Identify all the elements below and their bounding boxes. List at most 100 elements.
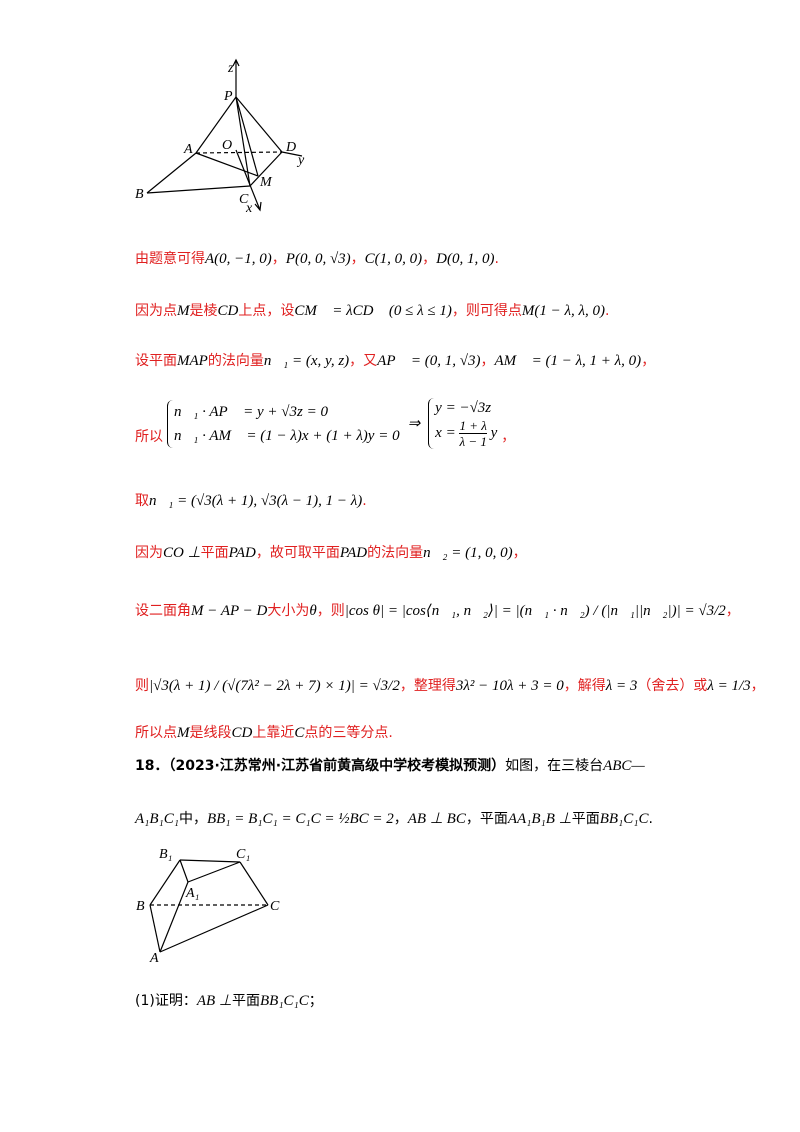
text: 是线段 — [189, 725, 232, 741]
formula: BB₁C₁C — [260, 993, 309, 1009]
text: 平面 — [232, 993, 260, 1009]
text: ，又 — [349, 353, 378, 369]
formula: CD — [217, 303, 239, 319]
figure2 — [149, 859, 269, 953]
figure-label: C₁ — [236, 847, 250, 862]
text-line: 取n⃗₁ = (√3(λ + 1), √3(λ − 1), 1 − λ). — [135, 490, 367, 510]
text: ，平面 — [465, 811, 508, 827]
text: ， — [725, 603, 740, 619]
figure-label: M — [259, 175, 273, 190]
formula: |√3(λ + 1) / (√(7λ² − 2λ + 7) × 1)| = √3… — [149, 678, 400, 694]
text: ， — [393, 811, 408, 827]
formula: λ = 1/3 — [707, 678, 751, 694]
figure1 — [146, 58, 303, 212]
text: x = — [435, 424, 456, 441]
figure-label: C — [270, 899, 280, 914]
formula: D(0, 1, 0) — [436, 251, 495, 267]
system-left: n⃗₁ · AP⃗ = y + √3z = 0 n⃗₁ · AM⃗ = (1 −… — [167, 399, 400, 448]
text: 上靠近 — [252, 725, 295, 741]
text: . — [494, 251, 499, 267]
text: AA₁B₁B ⊥ — [507, 811, 572, 827]
figure-label: B₁ — [159, 847, 172, 862]
text: . — [604, 303, 610, 319]
formula: A₁B₁C₁ — [135, 811, 179, 827]
figure-label: P — [223, 89, 233, 104]
formula: 3λ² − 10λ + 3 = 0 — [455, 678, 564, 694]
text: ABC— — [603, 758, 645, 774]
text: 的法向量 — [367, 545, 424, 561]
formula: CO ⊥ — [163, 545, 201, 561]
formula: CM⃗ = λCD⃗ (0 ≤ λ ≤ 1) — [294, 303, 452, 319]
text: 取 — [135, 493, 149, 509]
formula: C(1, 0, 0) — [364, 251, 423, 267]
equation: y = −√3z — [435, 400, 492, 416]
text-line: 则|√3(λ + 1) / (√(7λ² − 2λ + 7) × 1)| = √… — [135, 675, 765, 695]
equation: n⃗₁ · AP⃗ = y + √3z = 0 — [174, 403, 328, 420]
figure-label: x — [245, 201, 253, 216]
formula: AP⃗ = (0, 1, √3) — [377, 353, 481, 369]
equation-system: 所以 n⃗₁ · AP⃗ = y + √3z = 0 n⃗₁ · AM⃗ = (… — [135, 398, 515, 449]
figure-label: O — [222, 138, 232, 153]
text: ， — [512, 545, 527, 561]
figure-label: B — [136, 899, 145, 914]
text: ， — [750, 678, 765, 694]
text: 中， — [178, 811, 207, 827]
figure-label: B — [135, 187, 144, 202]
text: BB₁C₁C — [599, 811, 649, 827]
formula: M(1 − λ, λ, 0) — [521, 303, 605, 319]
text-line: 设平面MAP的法向量n⃗₁ = (x, y, z)，又AP⃗ = (0, 1, … — [135, 350, 655, 370]
formula: A(0, −1, 0) — [205, 251, 272, 267]
text-line: A₁B₁C₁中，BB₁ = B₁C₁ = C₁C = ½BC = 2，AB ⊥ … — [135, 808, 653, 828]
formula: AB ⊥ — [196, 993, 232, 1009]
formula: |cos θ| = |cos⟨n⃗₁, n⃗₂⟩| = |(n⃗₁ · n⃗₂)… — [344, 603, 726, 619]
text: （2023·江苏常州·江苏省前黄高级中学校考模拟预测） — [168, 758, 506, 774]
text: （舍去）或 — [637, 678, 708, 694]
formula: n⃗₂ = (1, 0, 0) — [423, 545, 513, 561]
text: ，解得 — [563, 678, 606, 694]
formula: λ = 3 — [605, 678, 638, 694]
text: ，整理得 — [399, 678, 456, 694]
figure-label: y — [296, 153, 305, 168]
text: ； — [308, 993, 323, 1009]
text: ， — [501, 428, 516, 445]
text: 上点，设 — [238, 303, 295, 319]
text: 是棱 — [189, 303, 218, 319]
text: 点的三等分点. — [304, 725, 393, 741]
arrow: ⇒ — [407, 416, 421, 432]
text: ，故可取平面 — [255, 545, 340, 561]
text: ， — [271, 251, 286, 267]
figure-label: A — [183, 142, 193, 157]
text: ， — [422, 251, 437, 267]
formula: P(0, 0, √3) — [285, 251, 351, 267]
text: 18． — [135, 758, 169, 774]
text-line: 因为CO ⊥平面PAD，故可取平面PAD的法向量n⃗₂ = (1, 0, 0)， — [135, 542, 527, 562]
formula: CD — [231, 725, 253, 741]
text: 平面 — [200, 545, 229, 561]
equation: n⃗₁ · AM⃗ = (1 − λ)x + (1 + λ)y = 0 — [174, 427, 400, 444]
text-line: 所以点M是线段CD上靠近C点的三等分点. — [135, 722, 393, 742]
text-line: 因为点M是棱CD上点，设CM⃗ = λCD⃗ (0 ≤ λ ≤ 1)，则可得点M… — [135, 300, 609, 320]
text: . — [648, 811, 653, 827]
formula: θ — [309, 603, 317, 619]
figure-label: A₁ — [185, 886, 199, 901]
text: ，则可得点 — [451, 303, 522, 319]
numerator: 1 + λ — [459, 418, 487, 434]
text: 因为点 — [135, 303, 177, 319]
text: 的法向量 — [207, 353, 264, 369]
figure-label: A — [149, 951, 159, 966]
text: y — [490, 424, 498, 441]
text: ， — [641, 353, 656, 369]
text-line: (1)证明：AB ⊥平面BB₁C₁C； — [135, 990, 323, 1010]
text: ，则 — [316, 603, 345, 619]
text: 由题意可得 — [135, 251, 205, 267]
text: 设平面 — [135, 353, 177, 369]
text-line: 设二面角M − AP − D大小为θ，则|cos θ| = |cos⟨n⃗₁, … — [135, 600, 740, 620]
text: 设二面角 — [135, 603, 191, 619]
formula: AM⃗ = (1 − λ, 1 + λ, 0) — [494, 353, 642, 369]
figure-label: C — [239, 192, 249, 207]
